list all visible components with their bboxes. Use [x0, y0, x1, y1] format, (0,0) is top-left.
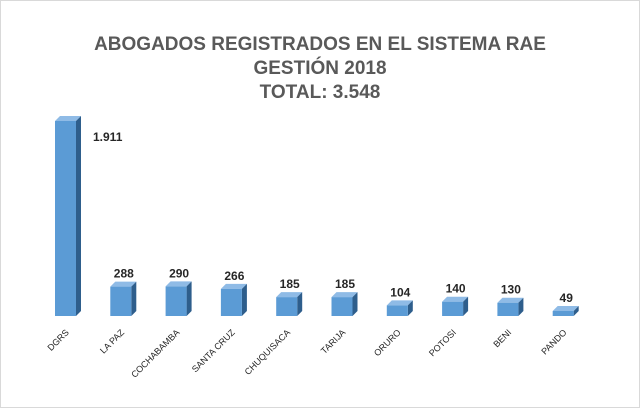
bar-top: [55, 116, 81, 121]
chart-title-line-3: TOTAL: 3.548: [259, 82, 381, 103]
bar-side: [518, 297, 524, 316]
bar-side: [352, 292, 358, 316]
bar-side: [573, 306, 579, 316]
bar-top: [276, 292, 303, 298]
category-label: TARIJA: [319, 327, 348, 356]
bar-side: [297, 292, 303, 316]
data-label: 49: [560, 291, 574, 305]
category-label: DGRS: [45, 327, 70, 352]
data-label: 266: [224, 269, 244, 283]
category-label: CHUQUISACA: [243, 327, 293, 377]
category-label: BENI: [491, 327, 513, 349]
bar-potosi: [442, 301, 464, 316]
data-label: 140: [446, 282, 466, 296]
data-label: 104: [390, 285, 410, 299]
bar-side: [76, 116, 81, 316]
bar-top: [386, 300, 413, 306]
category-label: LA PAZ: [98, 327, 127, 356]
bar-top: [110, 281, 137, 287]
bar-chuquisaca: [276, 297, 298, 316]
data-label: 185: [335, 277, 355, 291]
bar-cochabamba: [165, 286, 187, 316]
bar-top: [442, 296, 469, 302]
bar-tarija: [331, 297, 353, 316]
category-label: POTOSI: [427, 327, 458, 358]
data-label: 130: [501, 283, 521, 297]
bar-santa-cruz: [220, 288, 242, 316]
bar-pando: [552, 311, 574, 316]
bar-top: [165, 281, 192, 287]
bar-beni: [497, 302, 519, 316]
bar-oruro: [386, 305, 408, 316]
data-label: 290: [169, 266, 189, 280]
chart-title: ABOGADOS REGISTRADOS EN EL SISTEMA RAE G…: [1, 33, 639, 105]
category-label: COCHABAMBA: [129, 327, 181, 379]
bar-side: [463, 296, 469, 316]
data-label: 288: [114, 267, 134, 281]
category-label: ORURO: [372, 327, 403, 358]
bar-top: [331, 292, 358, 298]
chart-title-line-1: ABOGADOS REGISTRADOS EN EL SISTEMA RAE: [94, 34, 546, 55]
bar-top: [552, 306, 579, 311]
bar-top: [220, 283, 247, 289]
bar-top: [497, 297, 524, 303]
data-label: 1.911: [93, 130, 123, 144]
bar-side: [131, 281, 137, 316]
data-label: 185: [280, 277, 300, 291]
category-label: SANTA CRUZ: [190, 327, 237, 374]
category-label: PANDO: [539, 327, 568, 356]
bar-side: [241, 283, 247, 316]
chart-title-line-2: GESTIÓN 2018: [253, 58, 387, 79]
bar-side: [186, 281, 192, 316]
bar-la-paz: [110, 286, 132, 316]
bar-dgrs: [55, 121, 76, 316]
bar-side: [407, 300, 413, 316]
